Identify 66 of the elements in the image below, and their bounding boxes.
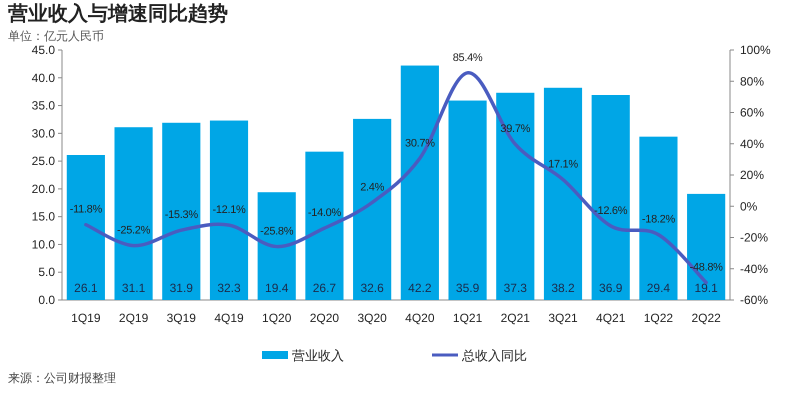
y2-tick-label: 20%: [740, 168, 764, 182]
x-tick-label: 2Q19: [118, 311, 149, 325]
x-tick-label: 4Q20: [405, 311, 435, 325]
y2-tick-label: 0%: [740, 199, 758, 214]
data-label: -12.6%: [594, 204, 628, 217]
x-tick-label: 4Q21: [596, 311, 626, 325]
data-label: -15.3%: [164, 209, 198, 222]
title: 营业收入与增速同比趋势: [8, 3, 228, 25]
data-label: 26.7: [312, 281, 336, 295]
data-label: 39.7%: [500, 123, 531, 136]
y2-tick-label: -60%: [740, 293, 768, 307]
y-tick-label: 5.0: [38, 265, 56, 280]
data-label: 42.2: [408, 281, 432, 295]
data-label: 2.4%: [360, 182, 385, 194]
x-tick-label: 2Q22: [691, 311, 722, 325]
legend-label: 营业收入: [292, 348, 344, 363]
x-tick-label: 1Q22: [644, 311, 674, 325]
data-label: 31.9: [170, 281, 194, 295]
data-label: 35.9: [456, 281, 480, 295]
y2-tick-label: 60%: [740, 106, 764, 120]
y-tick-label: 30.0: [32, 126, 56, 140]
legend-label: 总收入同比: [461, 348, 527, 363]
data-label: -18.2%: [642, 214, 676, 226]
y2-tick-label: -20%: [740, 230, 768, 244]
data-label: 19.1: [694, 281, 718, 295]
x-tick-label: 1Q21: [452, 311, 483, 325]
y-tick-label: 40.0: [32, 70, 56, 85]
data-label: 36.9: [599, 281, 623, 295]
data-label: 32.3: [217, 281, 241, 295]
data-label: 32.6: [360, 281, 384, 295]
x-tick-label: 3Q21: [548, 311, 578, 325]
data-label: 26.1: [74, 281, 98, 295]
x-tick-label: 4Q19: [214, 311, 244, 325]
x-tick-label: 1Q20: [262, 311, 292, 325]
data-label: 29.4: [646, 281, 670, 295]
data-label: -12.1%: [212, 204, 246, 216]
annotation: 来源：公司财报整理: [8, 371, 116, 385]
y-tick-label: 45.0: [32, 43, 56, 57]
y-tick-label: 35.0: [32, 98, 56, 113]
x-tick-label: 2Q21: [500, 311, 530, 325]
data-label: -48.8%: [690, 262, 724, 274]
y2-tick-label: 100%: [740, 43, 772, 57]
subtitle: 单位：亿元人民币: [8, 29, 104, 43]
data-label: 31.1: [122, 281, 146, 295]
x-tick-label: 3Q19: [166, 311, 196, 325]
data-label: 19.4: [265, 281, 289, 295]
y2-tick-label: -40%: [740, 262, 768, 276]
data-label: 38.2: [551, 281, 575, 295]
x-tick-label: 3Q20: [357, 311, 388, 325]
data-label: 30.7%: [405, 137, 436, 150]
y-tick-label: 15.0: [32, 210, 56, 224]
x-tick-label: 1Q19: [71, 311, 101, 325]
data-label: 37.3: [504, 281, 528, 295]
y-tick-label: 10.0: [32, 237, 56, 252]
y2-tick-label: 40%: [740, 136, 764, 151]
y-tick-label: 20.0: [32, 182, 56, 196]
data-label: 17.1%: [548, 158, 578, 171]
data-label: -25.2%: [117, 224, 151, 237]
data-label: 85.4%: [452, 52, 483, 64]
y-tick-label: 25.0: [32, 154, 56, 168]
data-label: -14.0%: [308, 207, 342, 220]
data-label: -25.8%: [260, 226, 294, 238]
y-tick-label: 0.0: [38, 293, 56, 307]
data-label: -11.8%: [70, 204, 102, 216]
y2-tick-label: 80%: [740, 74, 764, 88]
x-tick-label: 2Q20: [310, 311, 340, 325]
